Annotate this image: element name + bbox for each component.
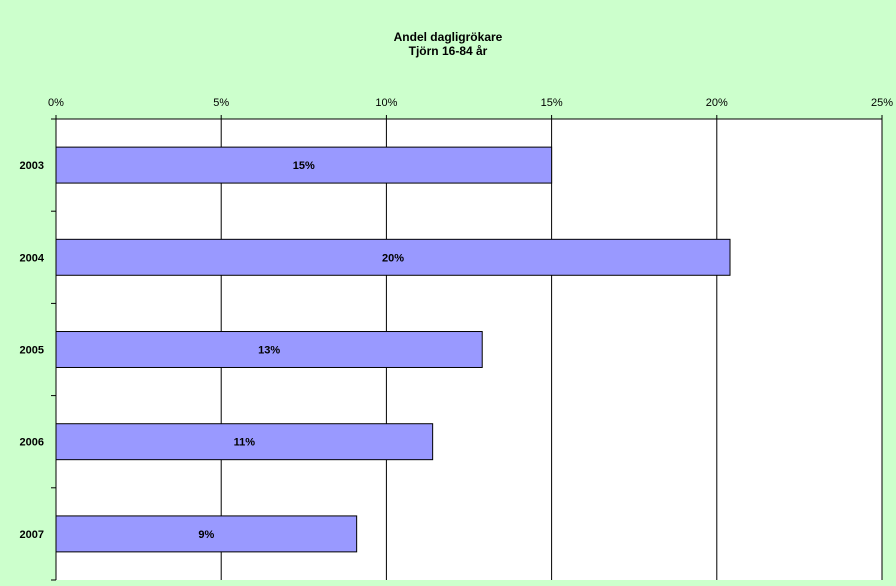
x-tick-label: 0% bbox=[48, 97, 64, 109]
data-label-2005: 13% bbox=[258, 345, 280, 357]
data-label-2007: 9% bbox=[198, 529, 214, 541]
x-tick-label: 20% bbox=[706, 97, 728, 109]
category-label-2004: 2004 bbox=[20, 252, 45, 264]
x-tick-label: 5% bbox=[213, 97, 229, 109]
category-label-2003: 2003 bbox=[20, 160, 44, 172]
data-label-2004: 20% bbox=[382, 252, 404, 264]
x-tick-label: 25% bbox=[871, 97, 893, 109]
data-label-2006: 11% bbox=[234, 437, 256, 449]
data-label-2003: 15% bbox=[293, 160, 315, 172]
x-tick-label: 10% bbox=[375, 97, 397, 109]
category-label-2005: 2005 bbox=[20, 345, 44, 357]
category-label-2007: 2007 bbox=[20, 529, 44, 541]
x-tick-label: 15% bbox=[541, 97, 563, 109]
category-label-2006: 2006 bbox=[20, 437, 44, 449]
